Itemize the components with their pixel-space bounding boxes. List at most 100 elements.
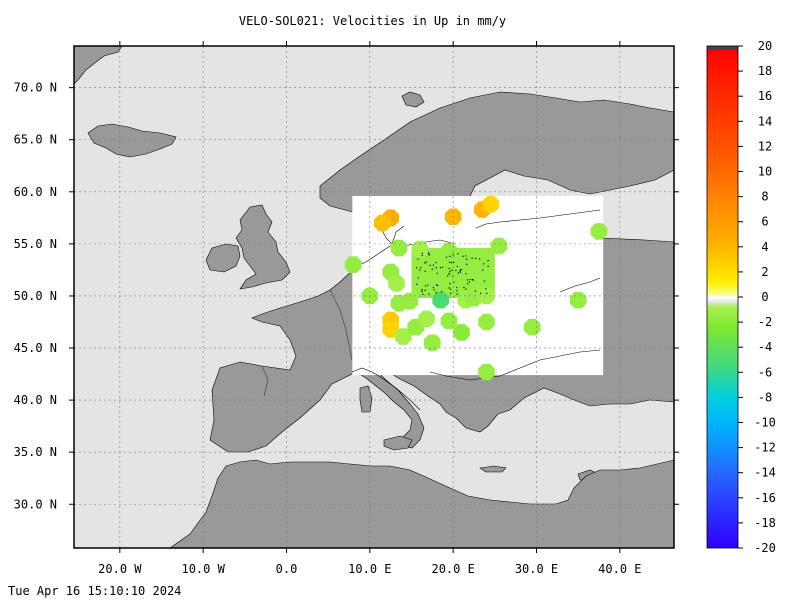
- station-dot: [416, 267, 418, 269]
- station-dot: [487, 260, 489, 262]
- station-dot: [435, 262, 437, 264]
- station-dot: [451, 262, 453, 264]
- station-dot: [432, 264, 434, 266]
- velocity-blob: [569, 291, 587, 309]
- station-dot: [463, 286, 465, 289]
- region-coastline: [559, 277, 601, 293]
- velocity-blob: [490, 237, 508, 255]
- station-dot: [456, 265, 458, 268]
- colorbar-label: 20: [758, 39, 772, 53]
- station-dot: [435, 292, 437, 294]
- station-dot: [429, 264, 431, 266]
- velocity-blob: [411, 240, 429, 258]
- station-dot: [465, 273, 467, 275]
- station-dots: [416, 252, 489, 295]
- velocity-blob: [344, 256, 362, 273]
- station-dot: [436, 272, 438, 274]
- station-dot: [459, 270, 461, 272]
- station-dot: [469, 278, 471, 281]
- station-dot: [424, 262, 426, 264]
- velocity-blob: [453, 324, 470, 341]
- velocity-blob: [478, 287, 495, 305]
- colorbar-label: -10: [754, 416, 776, 430]
- velocity-blob: [465, 289, 483, 307]
- colorbar: 20181614121086420-2-4-6-8-10-12-14-16-18…: [706, 39, 776, 555]
- velocity-blob: [590, 223, 608, 240]
- station-dot: [459, 269, 462, 271]
- station-dot: [442, 266, 444, 268]
- station-dot: [417, 258, 419, 260]
- station-dot: [449, 283, 451, 285]
- colorbar-label: -6: [758, 365, 772, 379]
- timestamp: Tue Apr 16 15:10:10 2024: [8, 584, 182, 598]
- velocity-blob: [524, 318, 541, 336]
- velocity-blob: [432, 291, 449, 309]
- station-dot: [432, 286, 434, 289]
- station-dot: [422, 293, 424, 295]
- velocity-blob: [424, 334, 441, 352]
- velocity-blob: [374, 214, 391, 232]
- axis-ticks: [69, 41, 679, 553]
- station-dot: [456, 286, 458, 289]
- station-dot: [449, 261, 451, 263]
- colorbar-label: -8: [758, 390, 772, 404]
- colorbar-label: -12: [754, 441, 776, 455]
- station-dot: [450, 292, 452, 294]
- colorbar-label: 4: [761, 240, 768, 254]
- station-dot: [428, 253, 430, 255]
- lat-label: 40.0 N: [14, 393, 57, 407]
- region-coastlines: [351, 209, 601, 411]
- longitude-labels: 20.0 W 10.0 W 0.0 10.0 E 20.0 E 30.0 E 40.0 E: [98, 562, 641, 576]
- station-dot: [459, 271, 461, 273]
- velocity-blob: [382, 321, 399, 338]
- lon-label: 30.0 E: [515, 562, 558, 576]
- station-dot: [480, 292, 482, 294]
- latitude-labels: 30.0 N 35.0 N 40.0 N 45.0 N 50.0 N 55.0 N 60.0…: [14, 81, 57, 512]
- lat-label: 60.0 N: [14, 185, 57, 199]
- station-dot: [453, 261, 455, 264]
- colorbar-label: 8: [761, 190, 768, 204]
- station-dot: [457, 272, 459, 274]
- station-dot: [421, 289, 423, 291]
- station-dot: [456, 290, 458, 292]
- lon-label: 20.0 W: [98, 562, 142, 576]
- map-frame: [73, 45, 675, 549]
- station-dot: [482, 269, 484, 271]
- station-dot: [465, 255, 467, 257]
- station-dot: [483, 280, 485, 282]
- lat-label: 55.0 N: [14, 237, 57, 251]
- station-dot: [472, 279, 474, 281]
- velocity-blob: [478, 363, 495, 381]
- velocity-blob: [418, 310, 435, 328]
- station-dot: [421, 290, 423, 293]
- station-dot: [445, 256, 448, 258]
- station-dot: [449, 255, 451, 257]
- station-dot: [487, 265, 489, 267]
- colorbar-label: 2: [761, 265, 768, 279]
- colorbar-label: 0: [761, 290, 768, 304]
- velocity-blob: [478, 313, 495, 331]
- station-dot: [436, 284, 439, 287]
- station-dot: [435, 267, 437, 269]
- velocity-blob: [401, 292, 419, 310]
- velocity-blob: [482, 196, 499, 213]
- colorbar-label: -2: [758, 315, 772, 329]
- station-dot: [419, 269, 421, 271]
- station-dot: [466, 263, 468, 265]
- colorbar-labels: 20181614121086420-2-4-6-8-10-12-14-16-18…: [754, 39, 776, 555]
- colorbar-label: -4: [758, 340, 772, 354]
- lon-label: 10.0 E: [348, 562, 391, 576]
- velocity-cluster: [411, 248, 495, 299]
- velocity-blob: [440, 312, 458, 330]
- station-dot: [457, 253, 459, 255]
- plot-title: VELO-SOL021: Velocities in Up in mm/y: [238, 14, 507, 28]
- station-dot: [471, 278, 473, 281]
- station-dot: [427, 284, 429, 286]
- station-dot: [455, 269, 457, 271]
- colorbar-label: 10: [758, 165, 772, 179]
- lat-label: 50.0 N: [14, 289, 57, 303]
- colorbar-label: -16: [754, 491, 776, 505]
- colorbar-label: 6: [761, 215, 768, 229]
- station-dot: [466, 279, 468, 281]
- station-dot: [485, 288, 487, 290]
